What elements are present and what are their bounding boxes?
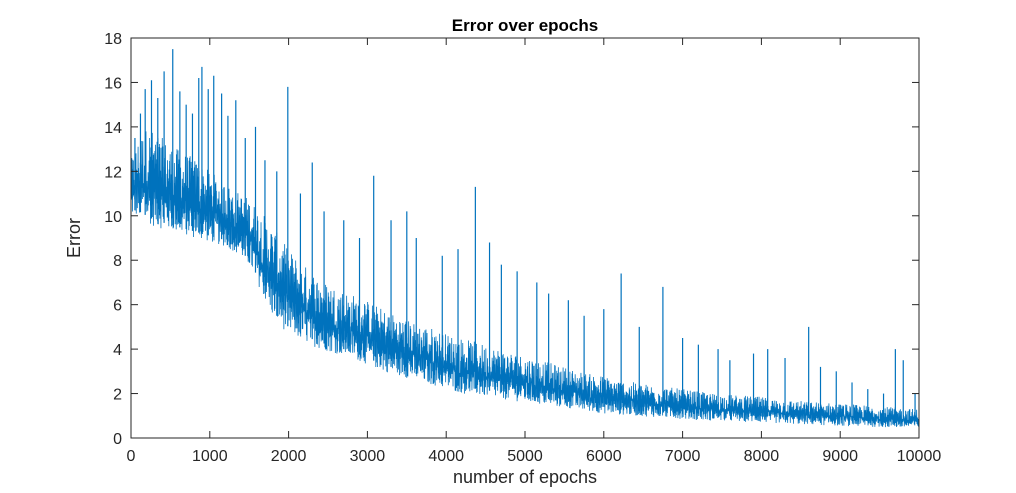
x-tick-label: 5000 bbox=[507, 448, 543, 465]
x-tick-label: 9000 bbox=[822, 448, 858, 465]
x-axis-title: number of epochs bbox=[453, 467, 597, 487]
y-tick-label: 8 bbox=[113, 253, 122, 270]
y-tick-label: 6 bbox=[113, 298, 122, 315]
y-tick-label: 4 bbox=[113, 342, 122, 359]
series-layer bbox=[130, 49, 920, 428]
x-tick-label: 6000 bbox=[586, 448, 622, 465]
y-axis-ticks: 0 2 4 6 8 10 12 14 16 18 bbox=[104, 31, 919, 448]
y-tick-label: 2 bbox=[113, 387, 122, 404]
x-tick-label: 10000 bbox=[897, 448, 942, 465]
y-tick-label: 16 bbox=[104, 75, 122, 92]
x-axis-ticks: 0 1000 2000 3000 4000 5000 6000 7000 8000 9000 100… bbox=[127, 38, 942, 465]
x-tick-label: 0 bbox=[127, 448, 136, 465]
y-tick-label: 14 bbox=[104, 120, 122, 137]
error-series-line bbox=[130, 131, 920, 428]
x-tick-label: 4000 bbox=[428, 448, 464, 465]
x-tick-label: 1000 bbox=[192, 448, 228, 465]
x-tick-label: 8000 bbox=[744, 448, 780, 465]
x-tick-label: 3000 bbox=[350, 448, 386, 465]
y-tick-label: 12 bbox=[104, 164, 122, 181]
chart-title: Error over epochs bbox=[452, 16, 598, 35]
y-tick-label: 0 bbox=[113, 431, 122, 448]
y-tick-label: 10 bbox=[104, 209, 122, 226]
y-axis-title: Error bbox=[64, 218, 84, 258]
x-tick-label: 2000 bbox=[271, 448, 307, 465]
y-tick-label: 18 bbox=[104, 31, 122, 48]
x-tick-label: 7000 bbox=[665, 448, 701, 465]
